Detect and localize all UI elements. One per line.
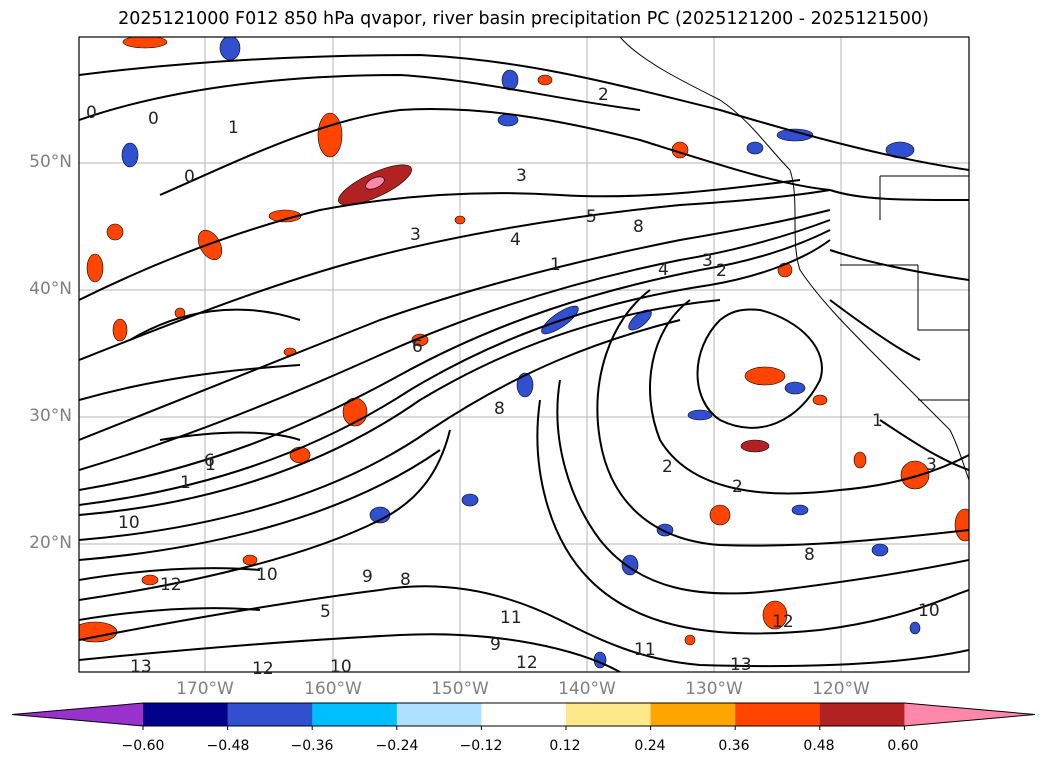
precip-patches	[79, 37, 969, 669]
contour-label: 13	[130, 657, 152, 677]
colorbar-segment	[819, 703, 905, 726]
contour-label: 5	[320, 602, 331, 622]
contour-label: 6	[412, 337, 423, 357]
lon-label-170w: 170°W	[176, 679, 234, 699]
colorbar-tick: −0.12	[459, 738, 503, 754]
colorbar-segment	[312, 703, 398, 726]
contour-label: 12	[252, 659, 274, 679]
colorbar-tick: 0.48	[803, 738, 835, 754]
contour-label: 8	[494, 399, 505, 419]
colorbar-segment	[143, 703, 229, 726]
colorbar-segment	[481, 703, 567, 726]
colorbar	[11, 702, 1036, 730]
contour-label: 12	[772, 612, 794, 632]
colorbar-segment	[227, 703, 313, 726]
contour-label: 11	[500, 608, 522, 628]
lat-label-30n: 30°N	[29, 406, 72, 426]
contour-label: 9	[490, 635, 501, 655]
contour-label: 0	[184, 167, 195, 187]
contour-label: 13	[730, 655, 752, 675]
lon-label-150w: 150°W	[431, 679, 489, 699]
map-frame	[78, 36, 970, 673]
contour-label: 1	[180, 473, 191, 493]
colorbar-tick: −0.48	[206, 738, 250, 754]
contour-label: 10	[118, 513, 140, 533]
contour-label: 2	[598, 85, 609, 105]
contour-label: 8	[400, 570, 411, 590]
contour-label: 8	[804, 545, 815, 565]
lat-label-40n: 40°N	[29, 279, 72, 299]
colorbar-tick: −0.24	[375, 738, 419, 754]
contour-label: 1	[872, 411, 883, 431]
contour-label: 3	[926, 455, 937, 475]
contour-label: 0	[148, 109, 159, 129]
colorbar-segment	[566, 703, 652, 726]
colorbar-tick: 0.36	[718, 738, 750, 754]
coastline	[619, 37, 969, 481]
contour-label: 1	[205, 455, 216, 475]
colorbar-extend-low	[12, 703, 143, 726]
map-area	[79, 37, 969, 672]
colorbar-tick: −0.36	[290, 738, 334, 754]
contour-label: 10	[330, 657, 352, 677]
colorbar-segment	[396, 703, 482, 726]
colorbar-tick: 0.60	[887, 738, 919, 754]
contour-label: 4	[510, 230, 521, 250]
contour-label: 2	[716, 261, 727, 281]
lon-label-120w: 120°W	[812, 679, 870, 699]
contour-label: 4	[658, 260, 669, 280]
contour-label: 6	[204, 451, 215, 471]
contour-label: 8	[633, 217, 644, 237]
lat-label-20n: 20°N	[29, 533, 72, 553]
colorbar-segment	[650, 703, 736, 726]
contour-label: 5	[586, 207, 597, 227]
contour-label: 2	[662, 457, 673, 477]
contour-label: 3	[516, 166, 527, 186]
lon-label-140w: 140°W	[558, 679, 616, 699]
colorbar-tick: −0.60	[121, 738, 165, 754]
contour-label: 1	[550, 255, 561, 275]
colorbar-extend-high	[904, 703, 1035, 726]
qvapor-contours	[79, 53, 969, 672]
lon-label-160w: 160°W	[304, 679, 362, 699]
contour-label: 10	[918, 601, 940, 621]
colorbar-segment	[735, 703, 821, 726]
contour-label: 10	[256, 565, 278, 585]
contour-label: 3	[410, 225, 421, 245]
contour-label: 2	[732, 477, 743, 497]
contour-label: 0	[86, 103, 97, 123]
lon-label-130w: 130°W	[685, 679, 743, 699]
contour-label: 12	[516, 653, 538, 673]
contour-label: 1	[228, 118, 239, 138]
contour-label: 3	[702, 251, 713, 271]
lat-label-50n: 50°N	[29, 152, 72, 172]
colorbar-tick: 0.24	[634, 738, 666, 754]
colorbar-tick: 0.12	[549, 738, 581, 754]
contour-label: 9	[362, 567, 373, 587]
map-title: 2025121000 F012 850 hPa qvapor, river ba…	[118, 9, 929, 29]
contour-label: 12	[160, 575, 182, 595]
contour-label: 11	[634, 640, 656, 660]
